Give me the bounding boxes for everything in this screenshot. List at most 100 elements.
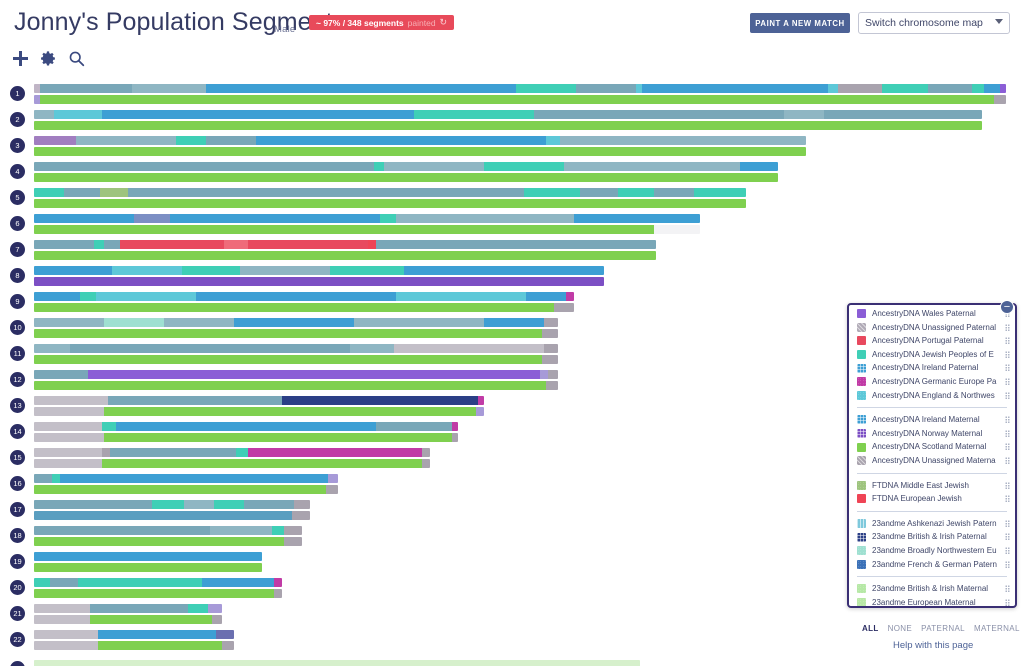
segment[interactable] — [54, 110, 102, 119]
segment[interactable] — [104, 318, 164, 327]
chromosome-badge-21[interactable]: 21 — [10, 606, 25, 621]
segment[interactable] — [350, 344, 394, 353]
segment[interactable] — [70, 344, 350, 353]
segment[interactable] — [882, 84, 928, 93]
switch-chromosome-map-select[interactable]: Switch chromosome map — [858, 12, 1010, 34]
paternal-bar[interactable] — [34, 660, 640, 666]
segment[interactable] — [98, 630, 216, 639]
paternal-bar[interactable] — [34, 136, 806, 145]
drag-handle-icon[interactable] — [1005, 350, 1010, 359]
chromosome-badge-2[interactable]: 2 — [10, 112, 25, 127]
chromosome-badge-1[interactable]: 1 — [10, 86, 25, 101]
segment[interactable] — [354, 448, 422, 457]
segment[interactable] — [380, 214, 396, 223]
segment[interactable] — [384, 162, 484, 171]
paternal-bar[interactable] — [34, 188, 746, 197]
segment[interactable] — [422, 459, 430, 468]
refresh-icon[interactable]: ↻ — [439, 17, 448, 27]
segment[interactable] — [34, 660, 640, 666]
segment[interactable] — [972, 84, 984, 93]
segment[interactable] — [34, 136, 76, 145]
legend-item[interactable]: 23andme Ashkenazi Jewish Patern — [849, 517, 1015, 531]
legend-item[interactable]: AncestryDNA Unassigned Paternal — [849, 321, 1015, 335]
paternal-bar[interactable] — [34, 630, 234, 639]
paternal-bar[interactable] — [34, 162, 778, 171]
segment[interactable] — [984, 84, 1000, 93]
segment[interactable] — [102, 110, 414, 119]
chromosome-badge-3[interactable]: 3 — [10, 138, 25, 153]
paternal-bar[interactable] — [34, 578, 282, 587]
segment[interactable] — [188, 604, 208, 613]
segment[interactable] — [222, 641, 234, 650]
paternal-bar[interactable] — [34, 396, 484, 405]
segment[interactable] — [994, 95, 1006, 104]
segment[interactable] — [78, 578, 202, 587]
drag-handle-icon[interactable] — [1005, 364, 1010, 373]
segment[interactable] — [202, 578, 274, 587]
segment[interactable] — [484, 318, 544, 327]
legend-item[interactable]: AncestryDNA England & Northwes — [849, 389, 1015, 403]
segment[interactable] — [330, 266, 404, 275]
legend-item[interactable]: FTDNA Middle East Jewish — [849, 479, 1015, 493]
segment[interactable] — [34, 173, 778, 182]
segment[interactable] — [328, 474, 338, 483]
legend-item[interactable]: AncestryDNA Norway Maternal — [849, 427, 1015, 441]
segment[interactable] — [580, 188, 618, 197]
chromosome-badge-11[interactable]: 11 — [10, 346, 25, 361]
drag-handle-icon[interactable] — [1005, 533, 1010, 542]
segment[interactable] — [132, 84, 206, 93]
segment[interactable] — [422, 448, 430, 457]
segment[interactable] — [34, 500, 152, 509]
segment[interactable] — [34, 84, 40, 93]
segment[interactable] — [476, 407, 484, 416]
segment[interactable] — [824, 110, 982, 119]
maternal-bar[interactable] — [34, 121, 982, 130]
segment[interactable] — [34, 511, 292, 520]
maternal-bar[interactable] — [34, 433, 458, 442]
segment[interactable] — [104, 433, 452, 442]
segment[interactable] — [248, 240, 368, 249]
segment[interactable] — [272, 526, 284, 535]
segment[interactable] — [52, 474, 60, 483]
segment[interactable] — [34, 396, 108, 405]
chromosome-badge-17[interactable]: 17 — [10, 502, 25, 517]
segment[interactable] — [534, 110, 784, 119]
segment[interactable] — [34, 370, 88, 379]
segment[interactable] — [34, 641, 98, 650]
segment[interactable] — [484, 162, 564, 171]
segment[interactable] — [828, 84, 838, 93]
paternal-bar[interactable] — [34, 110, 982, 119]
segment[interactable] — [34, 630, 98, 639]
paternal-bar[interactable] — [34, 266, 604, 275]
segment[interactable] — [108, 396, 128, 405]
chromosome-badge-16[interactable]: 16 — [10, 476, 25, 491]
segment[interactable] — [94, 240, 104, 249]
segment[interactable] — [40, 84, 132, 93]
segment[interactable] — [274, 578, 282, 587]
drag-handle-icon[interactable] — [1005, 560, 1010, 569]
segment[interactable] — [224, 240, 248, 249]
paternal-bar[interactable] — [34, 292, 574, 301]
maternal-bar[interactable] — [34, 173, 778, 182]
paint-a-new-match-button[interactable]: PAINT A NEW MATCH — [750, 13, 850, 33]
drag-handle-icon[interactable] — [1005, 456, 1010, 465]
legend-item[interactable]: AncestryDNA Jewish Peoples of E — [849, 348, 1015, 362]
segment[interactable] — [210, 526, 272, 535]
segment[interactable] — [294, 500, 310, 509]
segment[interactable] — [116, 422, 376, 431]
segment[interactable] — [134, 214, 170, 223]
segment[interactable] — [1000, 84, 1006, 93]
drag-handle-icon[interactable] — [1005, 391, 1010, 400]
maternal-bar[interactable] — [34, 95, 1006, 104]
segment[interactable] — [120, 240, 144, 249]
chromosome-badge-8[interactable]: 8 — [10, 268, 25, 283]
segment[interactable] — [546, 381, 558, 390]
segment[interactable] — [214, 500, 244, 509]
segment[interactable] — [34, 537, 284, 546]
segment[interactable] — [34, 552, 262, 561]
segment[interactable] — [128, 188, 524, 197]
segment[interactable] — [540, 370, 548, 379]
segment[interactable] — [90, 615, 212, 624]
segment[interactable] — [34, 563, 262, 572]
segment[interactable] — [576, 84, 636, 93]
